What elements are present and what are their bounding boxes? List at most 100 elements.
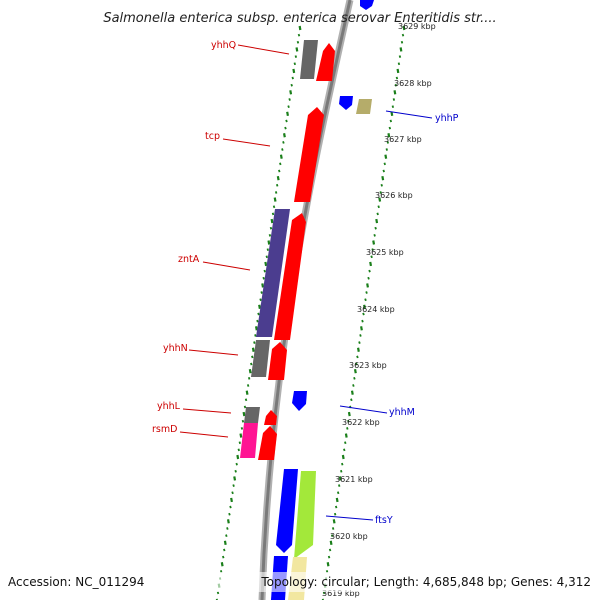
- leader-line: [182, 408, 232, 414]
- right-track-tick: [398, 55, 402, 58]
- right-track-tick: [380, 183, 383, 187]
- right-track-tick: [373, 233, 376, 237]
- left-track-tick: [228, 512, 231, 516]
- left-track-tick: [287, 105, 290, 109]
- left-track-tick: [291, 76, 294, 80]
- right-track-tick: [362, 312, 365, 316]
- left-track-tick: [283, 133, 286, 138]
- gene-label-ftsY: ftsY: [375, 515, 393, 526]
- gene-label-yhhL: yhhL: [157, 401, 181, 412]
- right-track-tick: [347, 419, 350, 423]
- right-track-tick: [366, 283, 369, 288]
- leader-line: [325, 515, 374, 521]
- left-track-tick: [262, 276, 265, 280]
- gene-feature-yhhL-gray: [244, 407, 260, 423]
- left-track-tick: [258, 304, 261, 310]
- left-track-tick: [250, 362, 253, 366]
- left-track-tick: [222, 555, 225, 559]
- gene-feature-zntA-red: [274, 213, 306, 340]
- right-track-tick: [384, 154, 388, 159]
- right-track-tick: [360, 326, 363, 331]
- left-track-tick: [246, 384, 250, 387]
- left-track-tick: [282, 141, 285, 144]
- left-track-tick: [226, 519, 230, 524]
- left-track-tick: [215, 598, 218, 600]
- right-track-tick: [393, 90, 397, 95]
- left-track-tick: [274, 191, 278, 194]
- leader-line: [222, 138, 271, 147]
- right-track-tick: [334, 505, 338, 509]
- left-track-tick: [230, 497, 233, 503]
- left-track-tick: [220, 562, 224, 567]
- gene-label-yhhN: yhhN: [163, 343, 188, 354]
- gene-feature-yhhP-khaki: [356, 99, 372, 114]
- left-track-tick: [271, 212, 275, 216]
- right-track-tick: [344, 433, 348, 438]
- gene-label-rsmD: rsmD: [152, 424, 177, 435]
- left-track-tick: [266, 248, 270, 252]
- left-track-tick: [251, 347, 255, 352]
- left-track-tick: [273, 197, 277, 202]
- left-tick-track: [215, 25, 302, 600]
- gene-label-yhhM: yhhM: [389, 407, 415, 418]
- tick-label: 3623 kbp: [349, 361, 387, 370]
- left-track-tick: [272, 205, 276, 209]
- leader-line: [179, 431, 229, 438]
- left-track-tick: [269, 226, 273, 230]
- right-track-tick: [390, 111, 394, 116]
- topology-text: Topology: circular; Length: 4,685,848 bp…: [260, 575, 591, 589]
- left-track-tick: [261, 283, 265, 288]
- right-track-tick: [376, 212, 379, 216]
- right-track-tick: [378, 197, 382, 202]
- right-track-tick: [333, 512, 337, 516]
- right-track-tick: [344, 441, 347, 445]
- gene-feature-yhhP-blue: [339, 96, 353, 110]
- leader-line: [202, 261, 251, 271]
- left-track-tick: [264, 261, 268, 267]
- right-track-tick: [395, 76, 399, 80]
- right-track-tick: [358, 341, 361, 344]
- right-track-tick: [341, 454, 345, 460]
- left-track-tick: [268, 233, 272, 237]
- left-track-tick: [288, 98, 291, 101]
- right-track-tick: [391, 105, 395, 109]
- leader-line: [237, 44, 290, 55]
- left-track-tick: [263, 269, 266, 273]
- tick-label: 3622 kbp: [342, 418, 380, 427]
- gene-label-zntA: zntA: [178, 254, 200, 265]
- tick-label: 3629 kbp: [398, 22, 436, 31]
- right-track-tick: [375, 218, 379, 224]
- left-track-tick: [279, 162, 282, 166]
- leader-line: [188, 349, 239, 356]
- right-track-tick: [350, 398, 353, 402]
- left-track-tick: [265, 255, 269, 259]
- right-track-tick: [326, 562, 330, 567]
- right-track-tick: [337, 484, 341, 487]
- gene-feature-tcp: [294, 107, 324, 202]
- left-track-tick: [284, 126, 287, 130]
- left-track-tick: [243, 405, 247, 409]
- left-track-tick: [285, 119, 288, 123]
- gene-feature-yhhQ-red: [316, 43, 335, 81]
- right-track-tick: [321, 598, 324, 600]
- gene-label-yhhP: yhhP: [435, 113, 459, 124]
- right-track-tick: [353, 369, 357, 374]
- right-track-tick: [370, 255, 373, 259]
- right-track-tick: [365, 291, 368, 294]
- map-title: Salmonella enterica subsp. enterica sero…: [103, 11, 496, 26]
- left-track-tick: [251, 355, 254, 359]
- right-track-tick: [387, 133, 391, 138]
- left-track-tick: [234, 469, 237, 473]
- left-track-tick: [294, 55, 298, 58]
- right-track-tick: [327, 555, 331, 559]
- gene-label-tcp: tcp: [205, 131, 220, 142]
- left-track-tick: [237, 448, 240, 452]
- right-track-tick: [396, 68, 400, 74]
- accession-text: Accession: NC_011294: [8, 575, 144, 589]
- right-tick-track: [321, 25, 406, 600]
- right-track-tick: [356, 355, 359, 359]
- left-track-tick: [279, 154, 283, 159]
- left-track-tick: [235, 462, 238, 466]
- left-track-tick: [223, 540, 227, 545]
